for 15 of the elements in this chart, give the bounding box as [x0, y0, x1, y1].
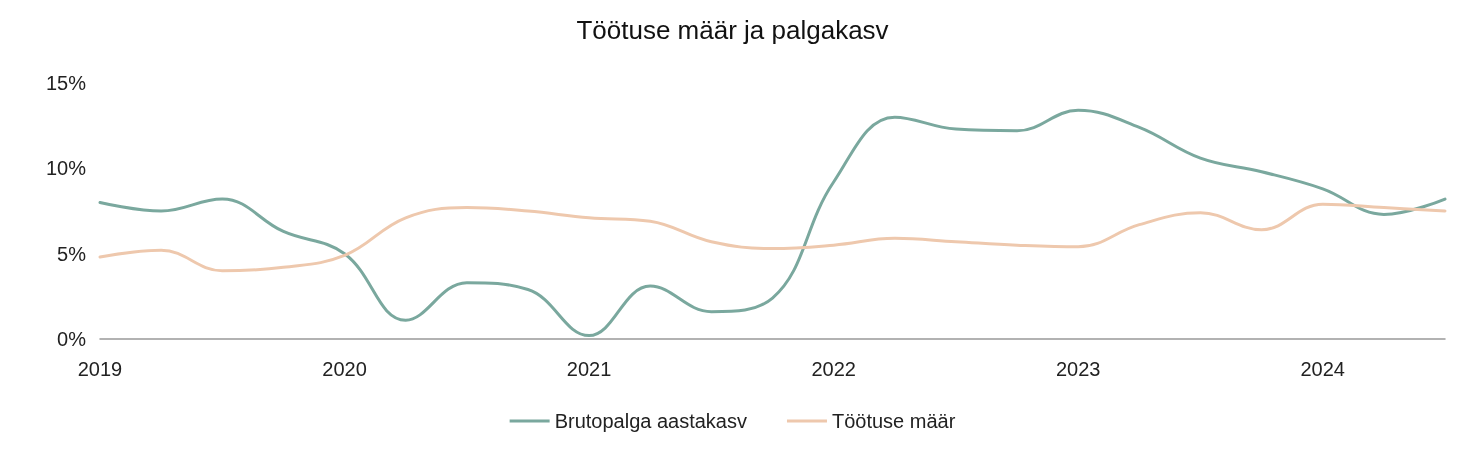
line-series: [98, 202, 1447, 273]
x-tick-label: 2022: [811, 358, 856, 380]
x-tick-label: 2020: [322, 358, 367, 380]
line-series: [98, 108, 1447, 338]
x-tick-label: 2019: [77, 358, 123, 380]
x-tick-label: 2024: [1300, 358, 1345, 380]
x-tick-label: 2021: [566, 358, 612, 380]
y-tick-label: 10%: [45, 157, 87, 180]
legend-label: Brutopalga aastakasv: [554, 410, 747, 432]
y-tick-label: 5%: [57, 242, 87, 265]
x-tick-label: 2023: [1055, 358, 1101, 380]
chart-title: Töötuse määr ja palgakasv: [576, 15, 889, 45]
legend-label: Töötuse määr: [831, 410, 956, 432]
y-tick-label: 15%: [45, 72, 87, 94]
y-tick-label: 0%: [57, 328, 87, 350]
